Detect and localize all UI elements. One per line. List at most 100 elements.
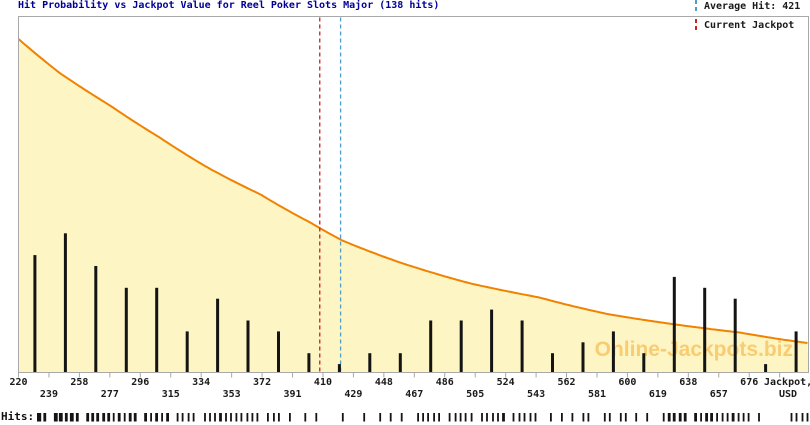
rug-tick <box>112 413 115 422</box>
x-axis-label: 391 <box>283 389 302 400</box>
rug-tick <box>97 413 100 422</box>
rug-tick <box>156 413 158 422</box>
rug-tick <box>43 413 46 422</box>
average-hit-line-icon <box>695 0 697 13</box>
legend-current-jackpot-label: Current Jackpot <box>704 20 795 31</box>
rug-tick <box>58 413 61 422</box>
rug-tick <box>59 413 62 422</box>
rug-tick <box>117 413 120 422</box>
x-axis-label: 638 <box>679 377 698 388</box>
rug-tick <box>422 413 424 422</box>
rug-tick <box>668 413 671 422</box>
rug-tick <box>684 413 687 422</box>
rug-tick <box>529 413 532 422</box>
rug-tick <box>69 413 72 422</box>
rug-tick <box>251 413 254 422</box>
rug-tick <box>603 413 606 422</box>
rug-tick <box>187 413 190 422</box>
probability-curve <box>17 38 808 344</box>
rug-tick <box>550 413 552 422</box>
histogram-bar <box>611 331 615 373</box>
rug-tick <box>220 413 222 422</box>
rug-tick <box>129 413 132 422</box>
legend-average-hit-label: Average Hit: 421 <box>704 1 801 12</box>
rug-tick <box>534 413 537 422</box>
x-axis-label: 600 <box>618 377 637 388</box>
histogram-bar <box>124 287 128 373</box>
rug-tick <box>379 413 382 422</box>
rug-tick <box>497 413 499 422</box>
rug-tick <box>60 413 63 422</box>
rug-tick <box>118 413 121 422</box>
rug-tick <box>464 413 467 422</box>
rug-tick <box>710 413 712 422</box>
x-axis-label: 429 <box>344 389 363 400</box>
x-axis-label: 277 <box>100 389 119 400</box>
hits-rug-label: Hits: <box>1 410 35 423</box>
rug-tick <box>790 413 793 422</box>
rug-tick <box>219 413 221 422</box>
rug-tick <box>235 413 238 422</box>
rug-tick <box>608 413 611 422</box>
histogram-bar <box>307 353 311 373</box>
histogram-bar <box>794 331 798 373</box>
legend-current-jackpot: Current Jackpot <box>694 19 794 32</box>
rug-tick <box>571 413 574 422</box>
rug-tick <box>695 413 697 422</box>
rug-tick <box>53 413 56 422</box>
plot-border <box>18 16 809 373</box>
rug-tick <box>123 413 126 422</box>
rug-tick <box>225 413 227 422</box>
rug-tick <box>635 413 638 422</box>
rug-tick <box>71 413 74 422</box>
rug-tick <box>103 413 106 422</box>
x-axis-unit-line2: USD <box>778 389 798 400</box>
histogram-bar <box>429 320 433 373</box>
x-axis-label: 619 <box>648 389 667 400</box>
rug-tick <box>65 413 68 422</box>
current-jackpot-line-icon <box>695 19 697 32</box>
rug-tick <box>795 413 798 422</box>
x-axis-label: 372 <box>253 377 272 388</box>
rug-tick <box>54 413 57 422</box>
rug-tick <box>39 413 42 422</box>
rug-tick <box>732 413 735 422</box>
rug-tick <box>204 413 206 422</box>
rug-tick <box>107 413 110 422</box>
histogram-bar <box>185 331 189 373</box>
rug-tick <box>166 413 168 422</box>
rug-tick <box>694 413 696 422</box>
histogram-bar <box>764 364 768 373</box>
rug-tick <box>55 413 58 422</box>
rug-tick <box>400 413 403 422</box>
rug-tick <box>133 413 136 422</box>
rug-tick <box>70 413 73 422</box>
rug-tick <box>38 413 41 422</box>
histogram-bar <box>63 233 67 373</box>
rug-tick <box>44 413 47 422</box>
rug-tick <box>523 413 526 422</box>
x-axis-label: 467 <box>405 389 424 400</box>
rug-tick <box>289 413 291 422</box>
histogram-bar <box>520 320 524 373</box>
x-axis-unit-line1: Jackpot, <box>764 377 810 388</box>
x-axis-label: 581 <box>587 389 606 400</box>
rug-tick <box>389 413 392 422</box>
rug-tick <box>134 413 137 422</box>
rug-tick <box>721 413 724 422</box>
rug-tick <box>86 413 89 422</box>
rug-tick <box>417 413 419 422</box>
x-axis-label: 410 <box>313 377 332 388</box>
x-axis-label: 258 <box>70 377 89 388</box>
rug-tick <box>256 413 259 422</box>
rug-tick <box>278 413 280 422</box>
rug-tick <box>267 413 269 422</box>
rug-tick <box>683 413 686 422</box>
rug-tick <box>144 413 146 422</box>
x-axis-label: 505 <box>466 389 485 400</box>
x-axis-label: 239 <box>39 389 58 400</box>
rug-tick <box>481 413 483 422</box>
rug-tick <box>679 413 682 422</box>
rug-tick <box>341 413 344 422</box>
rug-tick <box>737 413 740 422</box>
